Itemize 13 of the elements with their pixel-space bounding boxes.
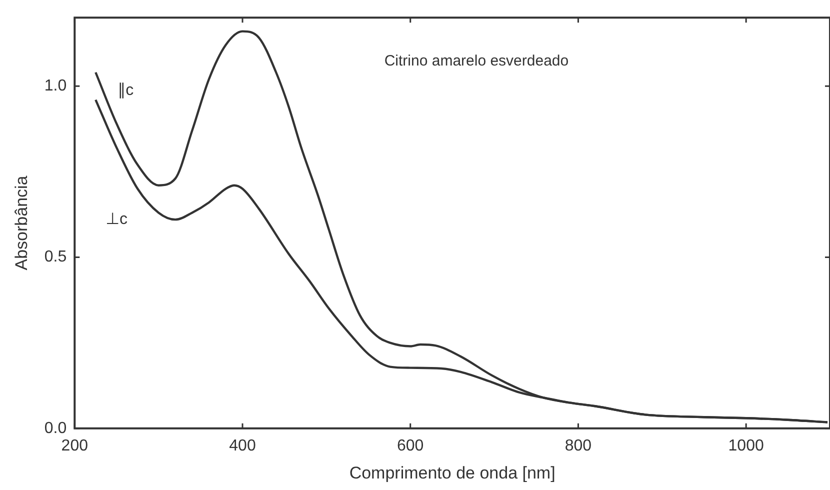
annotation: Citrino amarelo esverdeado: [384, 52, 569, 70]
y-axis-title: Absorbância: [12, 175, 31, 270]
x-tick-label: 600: [397, 437, 424, 454]
series-label: ∥c: [118, 82, 134, 99]
y-tick-label: 0.5: [44, 248, 67, 266]
y-tick-label: 1.0: [44, 77, 67, 94]
x-tick-label: 1000: [728, 437, 764, 454]
y-tick-label: 0.0: [44, 420, 67, 437]
x-tick-label: 400: [229, 437, 256, 454]
x-axis-title: Comprimento de onda [nm]: [349, 463, 556, 482]
x-tick-label: 200: [61, 437, 88, 454]
series-label: ⊥c: [106, 211, 128, 228]
x-tick-label: 800: [564, 437, 592, 454]
